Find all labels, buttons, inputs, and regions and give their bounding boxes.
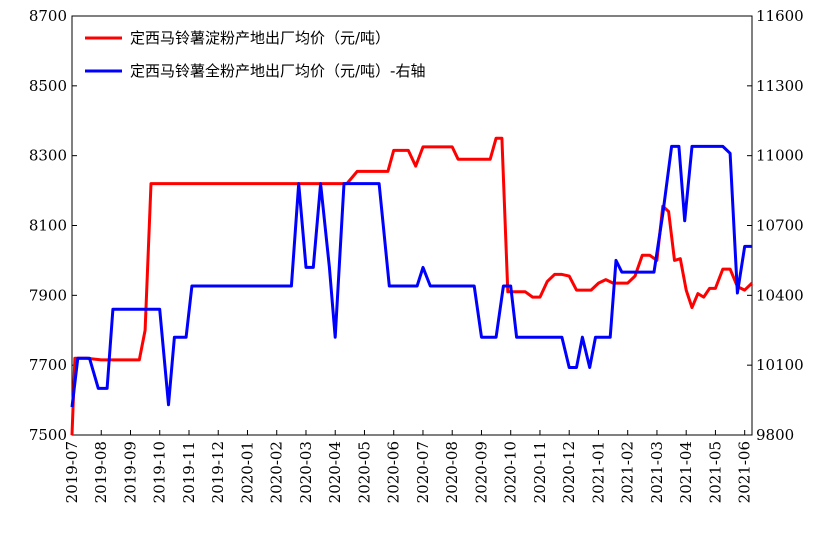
- x-tick-label: 2020-10: [502, 441, 520, 503]
- x-tick-label: 2020-06: [385, 441, 403, 503]
- x-tick-label: 2020-04: [326, 441, 344, 503]
- y-left-tick-label: 7900: [29, 286, 67, 304]
- x-tick-label: 2021-03: [648, 441, 666, 503]
- series-line-1: [70, 136, 754, 436]
- x-tick-label: 2021-05: [706, 441, 724, 503]
- y-right-tick-label: 10700: [756, 217, 804, 235]
- y-left-tick-label: 7700: [29, 356, 67, 374]
- y-right-tick-label: 11300: [756, 77, 804, 95]
- series-layer: [70, 136, 754, 436]
- x-tick-label: 2020-05: [355, 441, 373, 503]
- x-tick-label: 2019-08: [92, 441, 110, 503]
- y-right-tick-label: 10400: [756, 286, 804, 304]
- x-tick-label: 2020-09: [472, 441, 490, 503]
- x-tick-label: 2019-12: [209, 441, 227, 503]
- x-tick-label: 2020-02: [268, 441, 286, 503]
- legend: 定西马铃薯淀粉产地出厂均价（元/吨） 定西马铃薯全粉产地出厂均价（元/吨）-右轴: [85, 29, 425, 80]
- x-tick-label: 2019-11: [180, 441, 198, 503]
- x-tick-label: 2021-01: [589, 441, 607, 503]
- y-left-tick-label: 8500: [29, 77, 67, 95]
- y-left-tick-label: 8300: [29, 147, 67, 165]
- y-left-tick-label: 7500: [29, 426, 67, 444]
- x-tick-label: 2020-03: [297, 441, 315, 503]
- y-left-tick-label: 8100: [29, 217, 67, 235]
- legend-label-2: 定西马铃薯全粉产地出厂均价（元/吨）-右轴: [130, 62, 425, 80]
- series-line-2: [70, 144, 752, 408]
- x-tick-label: 2020-11: [531, 441, 549, 503]
- x-tick-label: 2019-07: [63, 441, 81, 503]
- x-tick-label: 2021-02: [619, 441, 637, 503]
- x-tick-label: 2019-10: [151, 441, 169, 503]
- x-tick-label: 2020-01: [238, 441, 256, 503]
- x-tick-label: 2019-09: [121, 441, 139, 503]
- y-right-tick-label: 10100: [756, 356, 804, 374]
- x-tick-label: 2020-12: [560, 441, 578, 503]
- y-left-tick-label: 8700: [29, 7, 67, 25]
- axes: 8700 8500 8300 8100 7900 7700 7500 11600 11300 11…: [29, 7, 804, 503]
- x-tick-label: 2021-06: [736, 441, 754, 503]
- x-tick-label: 2021-04: [677, 441, 695, 503]
- legend-label-1: 定西马铃薯淀粉产地出厂均价（元/吨）: [130, 29, 390, 47]
- y-right-tick-label: 11000: [756, 147, 804, 165]
- x-tick-label: 2020-07: [414, 441, 432, 503]
- y-right-tick-label: 9800: [756, 426, 794, 444]
- x-tick-label: 2020-08: [443, 441, 461, 503]
- y-right-tick-label: 11600: [756, 7, 804, 25]
